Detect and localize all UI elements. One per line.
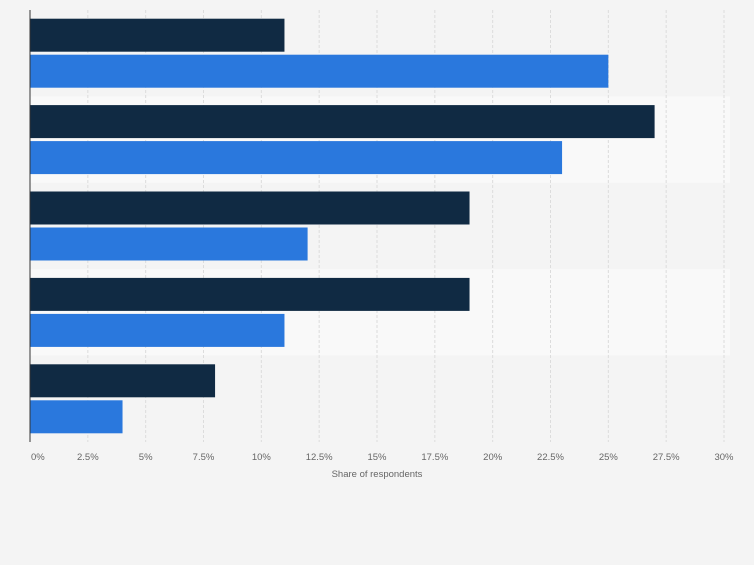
x-tick-label: 2.5% (77, 452, 99, 463)
x-tick-label: 5% (139, 452, 153, 463)
x-tick-label: 7.5% (193, 452, 215, 463)
bar-series-1 (30, 364, 216, 398)
x-tick-labels: 0% 2.5% 5% 7.5% 10% 12.5% 15% 17.5% 20% 22.5% 25% 2… (31, 452, 734, 463)
bar-series-1 (30, 277, 470, 311)
x-tick-label: 0% (31, 452, 45, 463)
bar-series-1 (30, 191, 470, 225)
x-tick-label: 20% (483, 452, 503, 463)
x-tick-label: 10% (252, 452, 272, 463)
bar-series-2 (30, 400, 123, 434)
bar-series-2 (30, 227, 308, 261)
x-tick-label: 30% (714, 452, 734, 463)
bar-series-1 (30, 105, 655, 139)
bar-series-1 (30, 18, 285, 52)
x-tick-label: 17.5% (421, 452, 448, 463)
x-tick-label: 25% (599, 452, 619, 463)
x-tick-label: 27.5% (653, 452, 680, 463)
x-tick-label: 12.5% (306, 452, 333, 463)
bar-series-2 (30, 313, 285, 347)
bar-series-2 (30, 141, 563, 175)
x-axis-label: Share of respondents (332, 469, 423, 480)
x-tick-label: 15% (367, 452, 387, 463)
bar-series-2 (30, 54, 609, 88)
bars (30, 18, 655, 434)
x-tick-label: 22.5% (537, 452, 564, 463)
